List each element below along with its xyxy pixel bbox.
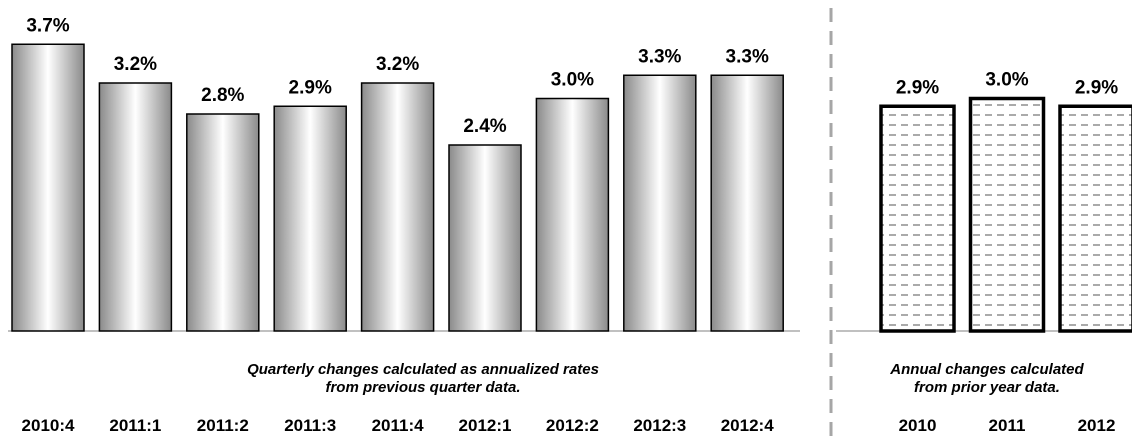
value-label-2011:3: 2.9% (289, 77, 332, 98)
bar-2011:1 (98, 82, 173, 332)
annual-note-line-1: Annual changes calculated (889, 361, 1084, 378)
bar-2010:4 (11, 43, 85, 332)
bar-2012:1 (448, 144, 522, 332)
category-label-2012:4: 2012:4 (721, 416, 774, 435)
quarterly-bars: 3.7% 2010:4 3.2% 2011:1 2.8% 2011:2 2.9% 2011:3… (11, 15, 784, 435)
category-label-2011: 2011 (989, 416, 1026, 435)
quarterly-note-line-1: Quarterly changes calculated as annualiz… (247, 361, 599, 378)
category-label-2010: 2010 (899, 416, 937, 435)
value-label-2011: 3.0% (985, 70, 1028, 91)
category-label-2012:1: 2012:1 (459, 416, 512, 435)
category-label-2011:1: 2011:1 (109, 416, 161, 435)
bar-2012:3 (623, 74, 697, 332)
quarterly-note-line-2: from previous quarter data. (325, 379, 520, 396)
value-label-2011:1: 3.2% (114, 54, 157, 75)
value-label-2011:2: 2.8% (201, 85, 244, 106)
value-label-2010: 2.9% (896, 77, 939, 98)
bar-2011:3 (273, 105, 347, 332)
bar-2011:4 (360, 82, 435, 332)
category-label-2011:4: 2011:4 (372, 416, 425, 435)
annual-bars: 2.9% 2010 3.0% 2011 2.9% 2012 (879, 70, 1132, 435)
bar-2012:2 (535, 97, 610, 332)
value-label-2012:1: 2.4% (463, 116, 506, 137)
value-label-2012:2: 3.0% (551, 70, 594, 91)
value-label-2012:4: 3.3% (726, 46, 769, 67)
category-label-2012: 2012 (1078, 416, 1116, 435)
bar-2011 (968, 96, 1046, 333)
category-label-2011:2: 2011:2 (197, 416, 249, 435)
bar-2011:2 (186, 113, 260, 332)
bar-2012:4 (710, 74, 784, 332)
category-label-2012:2: 2012:2 (546, 416, 599, 435)
annual-note-line-2: from prior year data. (914, 379, 1060, 396)
value-label-2011:4: 3.2% (376, 54, 419, 75)
bar-2012 (1058, 104, 1132, 333)
value-label-2012: 2.9% (1075, 77, 1118, 98)
value-label-2012:3: 3.3% (638, 46, 681, 67)
category-label-2011:3: 2011:3 (284, 416, 336, 435)
category-label-2012:3: 2012:3 (633, 416, 686, 435)
category-label-2010:4: 2010:4 (22, 416, 75, 435)
bar-2010 (879, 104, 956, 333)
value-label-2010:4: 3.7% (26, 15, 69, 36)
